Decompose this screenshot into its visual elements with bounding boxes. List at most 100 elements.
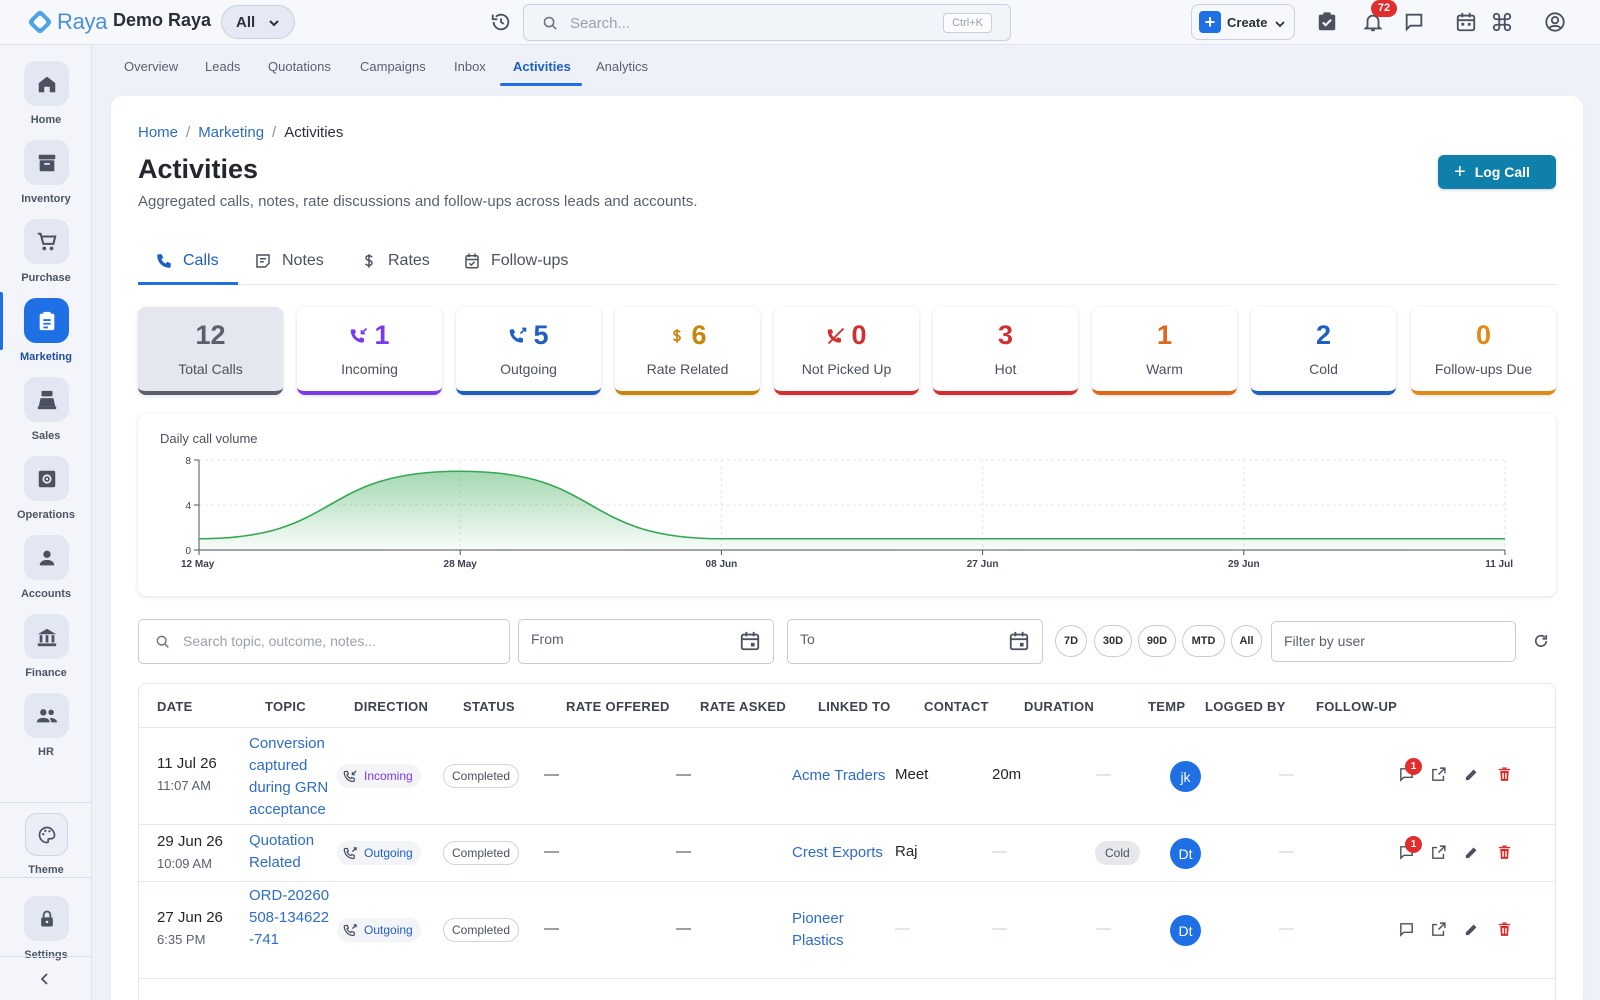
subtab-leads[interactable]: Leads bbox=[205, 59, 241, 74]
sidebar-item-sales[interactable]: Sales bbox=[0, 367, 92, 445]
subtab-activities[interactable]: Activities bbox=[513, 59, 571, 74]
chat-icon[interactable] bbox=[1403, 11, 1425, 33]
scope-value: All bbox=[236, 13, 256, 31]
table-row[interactable]: 27 Jun 26 6:35 PM ORD-20260508-134622-74… bbox=[139, 882, 1555, 979]
delete-icon[interactable] bbox=[1496, 844, 1513, 861]
calendar-icon[interactable] bbox=[739, 630, 761, 652]
cart-icon bbox=[37, 232, 57, 250]
range-30d-chip[interactable]: 30D bbox=[1094, 625, 1132, 657]
stat-not-picked-up[interactable]: 0 Not Picked Up bbox=[774, 307, 919, 395]
direction-label: Outgoing bbox=[364, 923, 413, 937]
register-icon bbox=[37, 390, 56, 409]
column-header[interactable]: STATUS bbox=[463, 699, 515, 714]
topic-link[interactable]: Conversion captured during GRN acceptanc… bbox=[249, 735, 329, 818]
avatar[interactable]: Dt bbox=[1170, 838, 1201, 869]
edit-icon[interactable] bbox=[1463, 766, 1480, 783]
column-header[interactable]: RATE OFFERED bbox=[566, 699, 670, 714]
status-chip: Completed bbox=[443, 764, 520, 788]
stat-cold[interactable]: 2 Cold bbox=[1251, 307, 1396, 395]
sidebar-item-hr[interactable]: HR bbox=[0, 683, 92, 761]
linked-account-link[interactable]: Pioneer Plastics bbox=[792, 910, 844, 949]
open-external-icon[interactable] bbox=[1430, 766, 1447, 783]
column-header[interactable]: TEMP bbox=[1148, 699, 1186, 714]
avatar[interactable]: jk bbox=[1170, 761, 1201, 792]
sidebar-item-inventory[interactable]: Inventory bbox=[0, 130, 92, 208]
tab-notes[interactable]: Notes bbox=[254, 236, 324, 285]
table-row[interactable]: 11 Jul 26 11:07 AM Conversion captured d… bbox=[139, 728, 1555, 825]
sidebar-item-operations[interactable]: Operations bbox=[0, 446, 92, 524]
column-header[interactable]: CONTACT bbox=[924, 699, 989, 714]
sidebar-item-home[interactable]: Home bbox=[0, 51, 92, 129]
scope-select[interactable]: All bbox=[221, 5, 295, 39]
topic-link[interactable]: Quotation Related bbox=[249, 832, 315, 871]
breadcrumb-marketing[interactable]: Marketing bbox=[198, 124, 265, 141]
tab-rates[interactable]: Rates bbox=[360, 236, 430, 285]
sidebar-item-theme[interactable]: Theme bbox=[0, 807, 92, 885]
subtab-inbox[interactable]: Inbox bbox=[454, 59, 486, 74]
open-external-icon[interactable] bbox=[1430, 844, 1447, 861]
chevron-left-icon[interactable] bbox=[38, 972, 52, 986]
subtab-analytics[interactable]: Analytics bbox=[596, 59, 649, 74]
linked-account-link[interactable]: Acme Traders bbox=[792, 767, 886, 784]
topic-link[interactable]: ORD-20260508-134622-741 bbox=[249, 887, 330, 948]
tab-calls[interactable]: Calls bbox=[155, 236, 219, 285]
column-header[interactable]: LOGGED BY bbox=[1205, 699, 1286, 714]
column-header[interactable]: TOPIC bbox=[265, 699, 306, 714]
from-date-field[interactable]: From bbox=[518, 619, 774, 664]
stat-total-calls[interactable]: 12 Total Calls bbox=[138, 307, 283, 395]
stat-incoming[interactable]: 1 Incoming bbox=[297, 307, 442, 395]
to-date-field[interactable]: To bbox=[787, 619, 1043, 664]
sidebar-item-finance[interactable]: Finance bbox=[0, 604, 92, 682]
create-button[interactable]: + Create bbox=[1191, 4, 1295, 40]
linked-account-link[interactable]: Crest Exports bbox=[792, 844, 883, 861]
user-filter-input[interactable]: Filter by user bbox=[1271, 621, 1516, 662]
sidebar-item-purchase[interactable]: Purchase bbox=[0, 209, 92, 287]
column-header[interactable]: DATE bbox=[157, 699, 193, 714]
breadcrumb-home[interactable]: Home bbox=[138, 124, 179, 141]
call-time: 6:35 PM bbox=[157, 932, 206, 947]
stat-rate-related[interactable]: 6 Rate Related bbox=[615, 307, 760, 395]
edit-icon[interactable] bbox=[1463, 844, 1480, 861]
stat-warm[interactable]: 1 Warm bbox=[1092, 307, 1237, 395]
sidebar-item-marketing[interactable]: Marketing bbox=[0, 288, 92, 366]
edit-icon[interactable] bbox=[1463, 921, 1480, 938]
call-missed-icon bbox=[828, 327, 845, 344]
delete-icon[interactable] bbox=[1496, 921, 1513, 938]
range-90d-chip[interactable]: 90D bbox=[1138, 625, 1176, 657]
tasks-icon[interactable] bbox=[1316, 11, 1338, 33]
calendar-icon[interactable] bbox=[1008, 630, 1030, 652]
global-search-input[interactable]: Search... Ctrl+K bbox=[523, 4, 1011, 41]
column-header[interactable]: LINKED TO bbox=[818, 699, 891, 714]
stat-outgoing[interactable]: 5 Outgoing bbox=[456, 307, 601, 395]
table-row[interactable]: 29 Jun 26 10:09 AM Quotation Related Out… bbox=[139, 825, 1555, 882]
refresh-icon[interactable] bbox=[1532, 632, 1550, 650]
activity-search-input[interactable]: Search topic, outcome, notes... bbox=[138, 619, 510, 664]
range-all-chip[interactable]: All bbox=[1231, 625, 1262, 657]
column-header[interactable]: DURATION bbox=[1024, 699, 1095, 714]
subtab-quotations[interactable]: Quotations bbox=[268, 59, 331, 74]
column-header[interactable]: RATE ASKED bbox=[700, 699, 787, 714]
call-made-icon bbox=[343, 846, 357, 859]
delete-icon[interactable] bbox=[1496, 766, 1513, 783]
range-mtd-chip[interactable]: MTD bbox=[1182, 625, 1225, 657]
column-header[interactable]: DIRECTION bbox=[354, 699, 429, 714]
sidebar-item-settings[interactable]: Settings bbox=[0, 886, 92, 964]
subtab-campaigns[interactable]: Campaigns bbox=[360, 59, 426, 74]
column-header[interactable]: FOLLOW-UP bbox=[1316, 699, 1398, 714]
sidebar-item-accounts[interactable]: Accounts bbox=[0, 525, 92, 603]
command-icon[interactable] bbox=[1491, 11, 1513, 33]
calendar-icon[interactable] bbox=[1455, 11, 1477, 33]
avatar[interactable]: Dt bbox=[1170, 915, 1201, 946]
subtab-overview[interactable]: Overview bbox=[124, 59, 179, 74]
app-logo[interactable]: Raya bbox=[26, 8, 107, 36]
follow-up-value: — bbox=[1279, 843, 1294, 860]
account-circle-icon[interactable] bbox=[1544, 11, 1566, 33]
open-external-icon[interactable] bbox=[1430, 921, 1447, 938]
history-icon[interactable] bbox=[490, 11, 512, 33]
tab-followups[interactable]: Follow-ups bbox=[463, 236, 568, 285]
stat-hot[interactable]: 3 Hot bbox=[933, 307, 1078, 395]
stat-followups-due[interactable]: 0 Follow-ups Due bbox=[1411, 307, 1556, 395]
log-call-button[interactable]: + Log Call bbox=[1438, 155, 1556, 189]
comment-icon[interactable] bbox=[1398, 921, 1415, 938]
range-7d-chip[interactable]: 7D bbox=[1055, 625, 1087, 657]
